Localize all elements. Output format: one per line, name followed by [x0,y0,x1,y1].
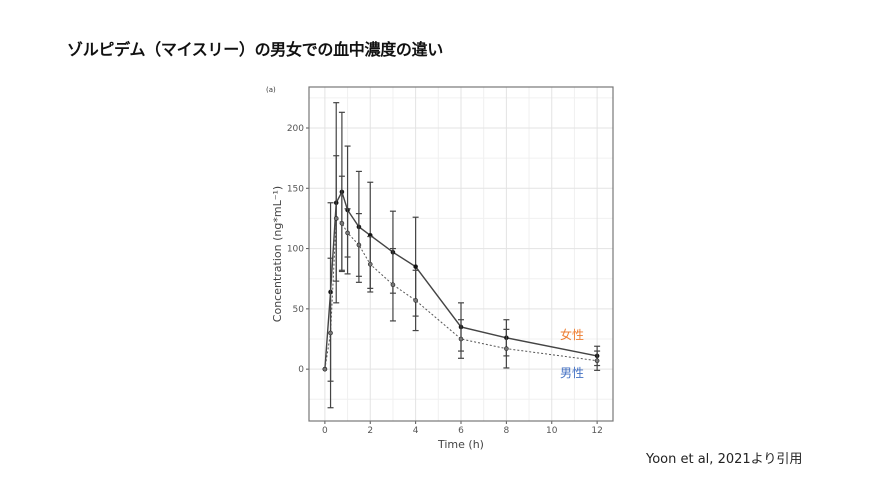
y-tick-label: 200 [287,124,304,134]
x-tick-label: 10 [546,426,558,436]
data-point [594,358,600,364]
data-point [367,261,373,267]
x-tick-label: 12 [591,426,602,436]
x-tick-label: 2 [367,426,373,436]
y-tick-label: 50 [293,305,305,315]
plot-area: 0 2 4 6 8 10 12 0 50 100 150 200 [287,86,614,436]
x-tick-label: 6 [458,426,464,436]
data-point [458,336,464,342]
data-point [390,282,396,288]
y-tick-label: 100 [287,245,304,255]
data-point [339,220,345,226]
x-tick-label: 0 [322,426,328,436]
data-point [413,264,418,269]
series-line-1 [324,217,598,370]
data-point [504,346,509,351]
x-tick-label: 4 [413,426,419,436]
data-point [345,230,350,236]
x-tick-label: 8 [504,426,510,436]
y-tick-label: 150 [287,184,304,194]
x-axis-label: Time (h) [437,438,484,451]
citation: Yoon et al, 2021より引用 [646,452,803,467]
data-point [413,298,418,303]
y-tick-label: 0 [298,365,304,375]
slide-title: ゾルピデム（マイスリー）の男女での血中濃度の違い [67,40,444,59]
y-axis-label: Concentration (ng*mL⁻¹) [271,186,284,322]
data-point [328,330,333,336]
panel-label: (a) [266,86,276,94]
data-point [322,366,328,372]
legend-label-female: 女性 [560,327,584,342]
data-point [356,242,362,248]
legend-label-male: 男性 [560,366,584,380]
plot-border [308,86,614,422]
data-point [333,216,339,221]
